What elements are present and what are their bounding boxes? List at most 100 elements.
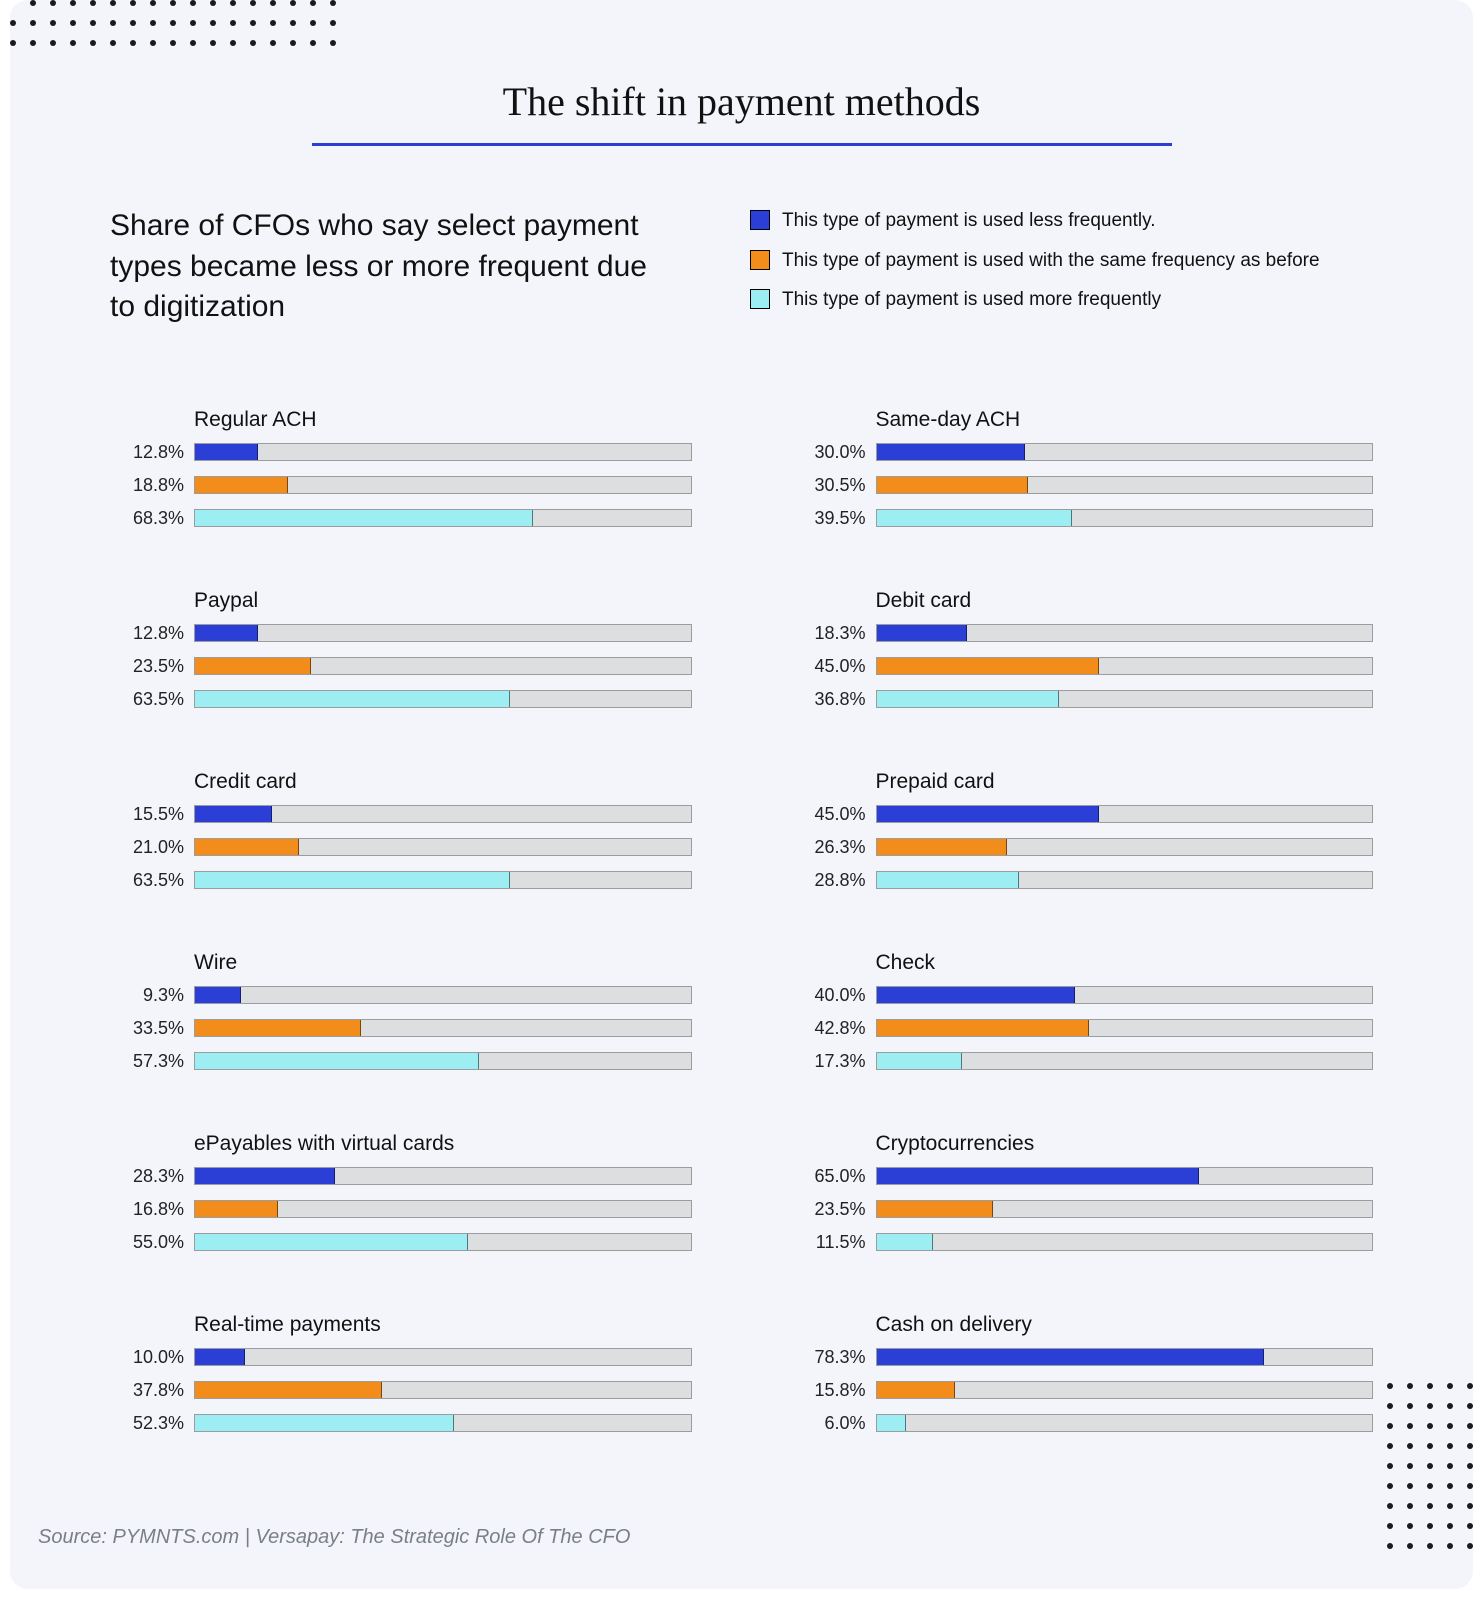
decorative-dot: [30, 0, 36, 6]
bar-track: [194, 1019, 692, 1037]
bar-row: 23.5%: [792, 1199, 1374, 1220]
bar-track: [194, 1414, 692, 1432]
decorative-dot: [230, 40, 236, 46]
payment-method-block: Regular ACH12.8%18.8%68.3%: [110, 408, 692, 541]
bar-row: 12.8%: [110, 623, 692, 644]
decorative-dot: [1387, 1423, 1393, 1429]
bar-track: [194, 624, 692, 642]
decorative-dot: [10, 0, 16, 6]
decorative-dot: [1447, 1543, 1453, 1549]
bar-value-label: 12.8%: [110, 623, 184, 644]
decorative-dot: [10, 20, 16, 26]
decorative-dot: [1447, 1423, 1453, 1429]
bar-value-label: 23.5%: [110, 656, 184, 677]
payment-method-name: ePayables with virtual cards: [194, 1132, 692, 1156]
bar-row: 42.8%: [792, 1018, 1374, 1039]
payment-method-block: Credit card15.5%21.0%63.5%: [110, 770, 692, 903]
decorative-dot: [250, 20, 256, 26]
title-underline: [312, 143, 1172, 146]
bar-fill: [877, 806, 1100, 822]
chart-grid: Regular ACH12.8%18.8%68.3%Same-day ACH30…: [110, 408, 1373, 1446]
decorative-dot: [290, 20, 296, 26]
bar-row: 23.5%: [110, 656, 692, 677]
bar-row: 10.0%: [110, 1347, 692, 1368]
decorative-dot: [230, 0, 236, 6]
decorative-dot: [30, 40, 36, 46]
decorative-dot: [130, 40, 136, 46]
decorative-dot: [1387, 1523, 1393, 1529]
bar-value-label: 18.3%: [792, 623, 866, 644]
decorative-dot: [1447, 1483, 1453, 1489]
decorative-dot: [150, 40, 156, 46]
bar-row: 26.3%: [792, 837, 1374, 858]
legend-label: This type of payment is used more freque…: [782, 287, 1161, 313]
decorative-dot: [1407, 1543, 1413, 1549]
decorative-dot: [1427, 1383, 1433, 1389]
bar-value-label: 57.3%: [110, 1051, 184, 1072]
bar-row: 9.3%: [110, 985, 692, 1006]
decorative-dot: [70, 0, 76, 6]
bar-track: [876, 1019, 1374, 1037]
bar-fill: [877, 839, 1007, 855]
bar-track: [876, 805, 1374, 823]
decorative-dot: [1427, 1443, 1433, 1449]
decorative-dot: [250, 0, 256, 6]
bar-track: [194, 690, 692, 708]
bar-value-label: 10.0%: [110, 1347, 184, 1368]
bar-row: 15.5%: [110, 804, 692, 825]
bar-fill: [877, 1053, 963, 1069]
bar-value-label: 9.3%: [110, 985, 184, 1006]
decorative-dot: [270, 40, 276, 46]
bar-track: [876, 1167, 1374, 1185]
decorative-dot: [1387, 1403, 1393, 1409]
bar-fill: [195, 1020, 361, 1036]
bar-value-label: 28.8%: [792, 870, 866, 891]
bar-fill: [877, 625, 968, 641]
bar-row: 57.3%: [110, 1051, 692, 1072]
bar-row: 28.8%: [792, 870, 1374, 891]
decorative-dot: [310, 20, 316, 26]
payment-method-block: Cryptocurrencies65.0%23.5%11.5%: [792, 1132, 1374, 1265]
bar-fill: [877, 1349, 1265, 1365]
bar-track: [876, 443, 1374, 461]
decorative-dot: [130, 0, 136, 6]
bar-row: 17.3%: [792, 1051, 1374, 1072]
bar-value-label: 42.8%: [792, 1018, 866, 1039]
bar-row: 52.3%: [110, 1413, 692, 1434]
decorative-dot: [190, 40, 196, 46]
bar-row: 45.0%: [792, 804, 1374, 825]
bar-track: [194, 838, 692, 856]
legend-item: This type of payment is used more freque…: [750, 287, 1373, 313]
bar-track: [194, 657, 692, 675]
decorative-dot: [1427, 1483, 1433, 1489]
bar-row: 40.0%: [792, 985, 1374, 1006]
payment-method-block: Real-time payments10.0%37.8%52.3%: [110, 1313, 692, 1446]
bar-fill: [877, 1234, 934, 1250]
bar-fill: [195, 987, 241, 1003]
bar-row: 18.3%: [792, 623, 1374, 644]
bar-row: 11.5%: [792, 1232, 1374, 1253]
bar-fill: [195, 658, 311, 674]
decorative-dot: [1387, 1503, 1393, 1509]
legend-swatch: [750, 250, 770, 270]
bar-track: [876, 1052, 1374, 1070]
bar-row: 12.8%: [110, 442, 692, 463]
bar-fill: [877, 477, 1028, 493]
decorative-dot: [210, 40, 216, 46]
bar-row: 39.5%: [792, 508, 1374, 529]
bar-value-label: 23.5%: [792, 1199, 866, 1220]
payment-method-block: ePayables with virtual cards28.3%16.8%55…: [110, 1132, 692, 1265]
bar-value-label: 37.8%: [110, 1380, 184, 1401]
bar-value-label: 30.5%: [792, 475, 866, 496]
decorative-dot: [1467, 1523, 1473, 1529]
chart-subhead: Share of CFOs who say select payment typ…: [110, 206, 670, 328]
legend: This type of payment is used less freque…: [750, 206, 1373, 328]
decorative-dot: [1427, 1403, 1433, 1409]
bar-value-label: 6.0%: [792, 1413, 866, 1434]
bar-fill: [195, 1415, 454, 1431]
decorative-dot: [10, 40, 16, 46]
bar-row: 33.5%: [110, 1018, 692, 1039]
decorative-dot: [110, 0, 116, 6]
bar-track: [876, 1200, 1374, 1218]
bar-fill: [877, 1168, 1199, 1184]
